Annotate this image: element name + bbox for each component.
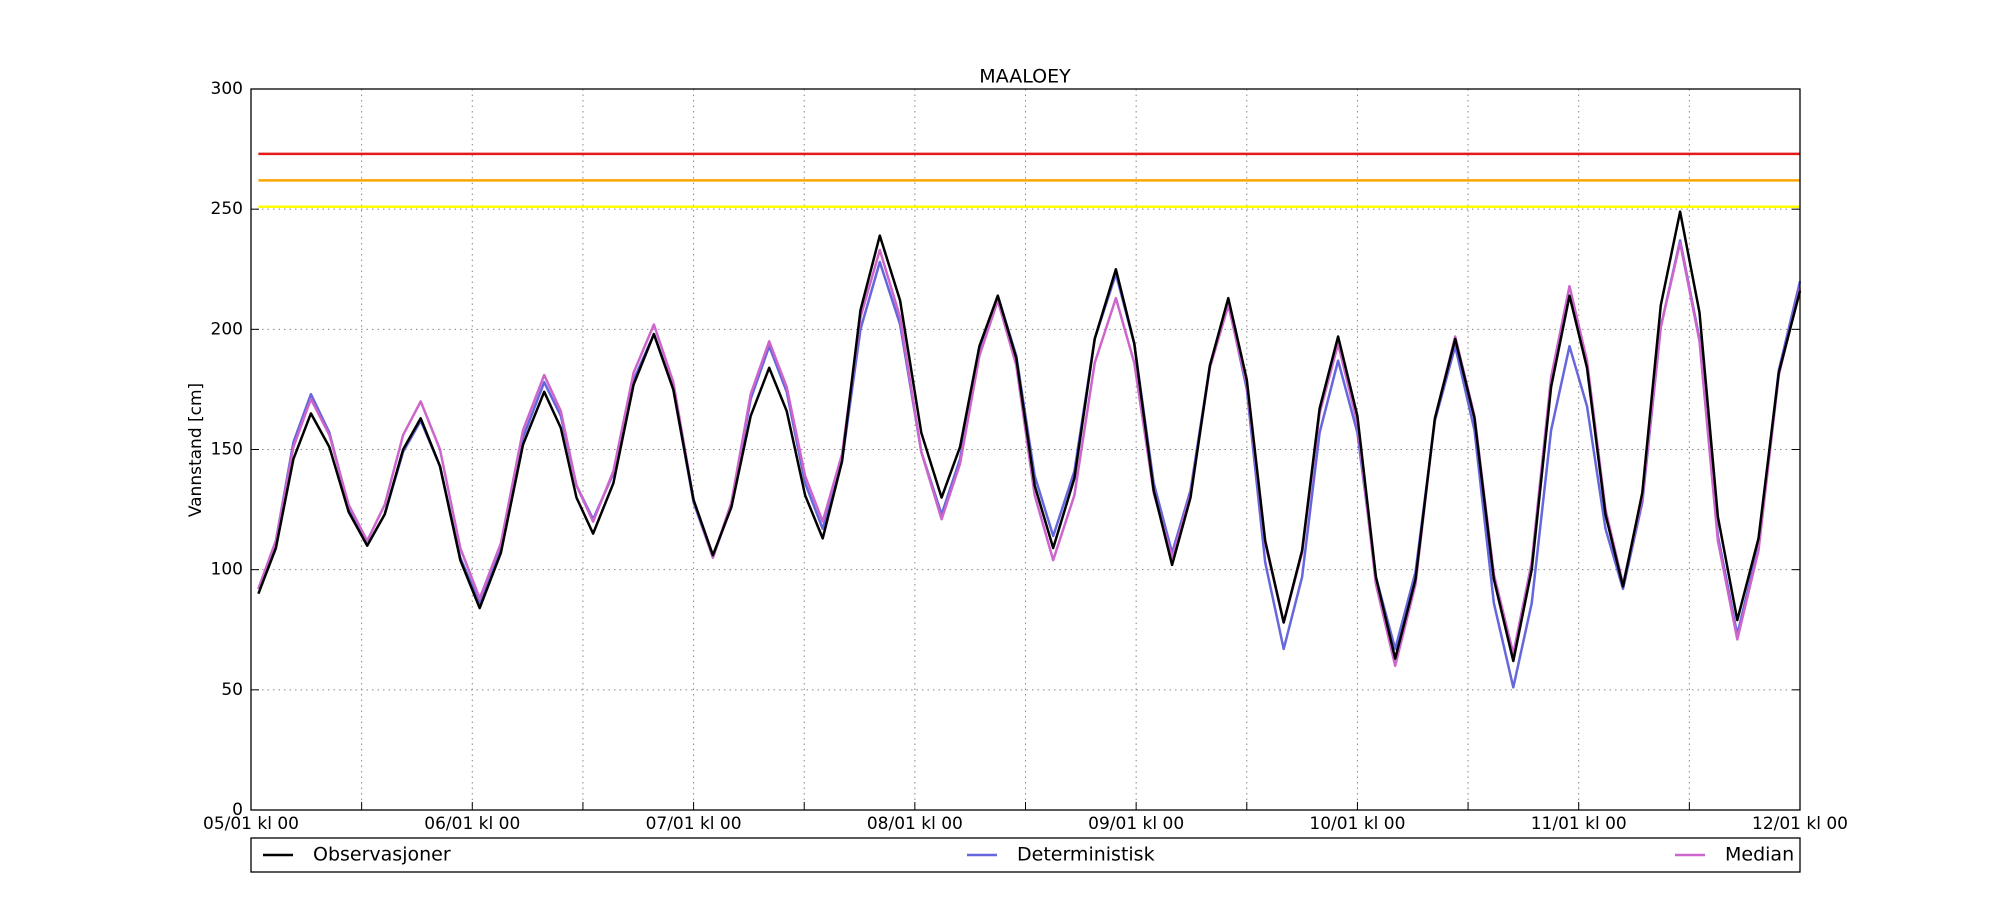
series-line xyxy=(257,210,1802,663)
y-tick-label: 50 xyxy=(221,680,243,700)
legend-box xyxy=(250,837,1801,873)
y-axis-label: Vannstand [cm] xyxy=(186,383,206,517)
legend-label: Deterministisk xyxy=(1017,844,1155,866)
x-tick-label: 10/01 kl 00 xyxy=(1309,814,1405,834)
y-tick-label: 200 xyxy=(211,319,243,339)
x-tick-label: 06/01 kl 00 xyxy=(424,814,520,834)
chart-title: MAALOEY xyxy=(979,66,1071,88)
x-tick-label: 08/01 kl 00 xyxy=(867,814,963,834)
x-tick-label: 11/01 kl 00 xyxy=(1531,814,1627,834)
x-tick-label: 12/01 kl 00 xyxy=(1752,814,1848,834)
y-tick-label: 250 xyxy=(211,199,243,219)
y-tick-label: 300 xyxy=(211,79,243,99)
y-tick-label: 100 xyxy=(211,560,243,580)
y-tick-label: 0 xyxy=(232,800,243,820)
legend-label: Median xyxy=(1725,844,1794,866)
y-tick-label: 150 xyxy=(211,440,243,460)
x-tick-label: 07/01 kl 00 xyxy=(646,814,742,834)
legend-label: Observasjoner xyxy=(313,844,451,866)
x-tick-label: 05/01 kl 00 xyxy=(203,814,299,834)
plot-frame xyxy=(250,88,1801,811)
x-tick-label: 09/01 kl 00 xyxy=(1088,814,1184,834)
